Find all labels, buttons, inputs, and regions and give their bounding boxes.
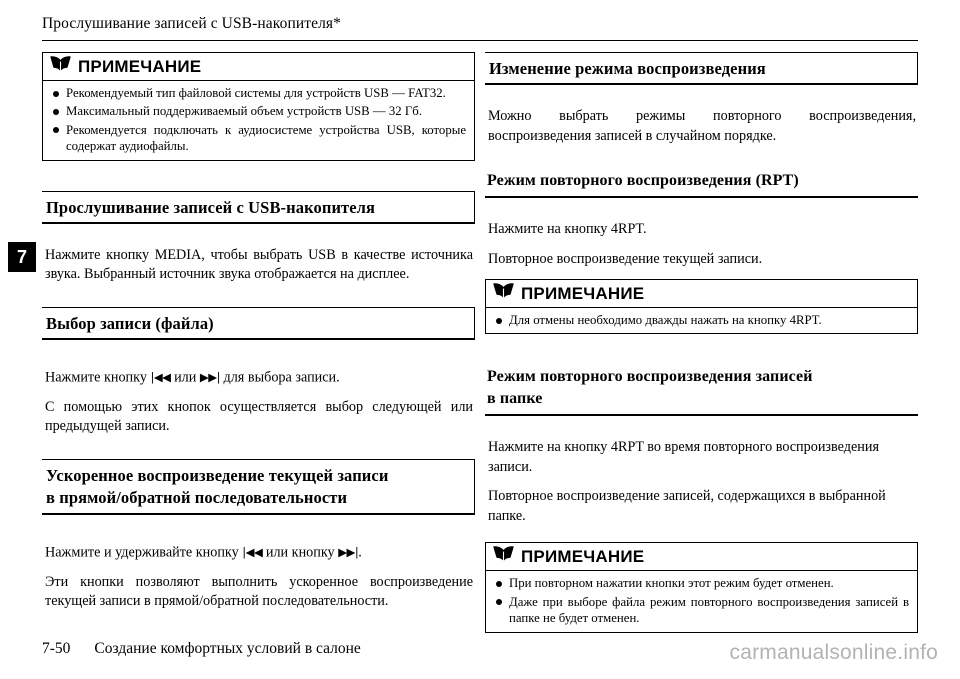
section-heading-usb-playback: Прослушивание записей с USB-накопителя	[42, 190, 475, 224]
spacer	[42, 437, 475, 459]
paragraph-select-track-press: Нажмите кнопку |◀◀ или ▶▶| для выбора за…	[42, 368, 475, 388]
text-after-next-glyph: .	[358, 544, 362, 561]
note-box-repeat-folder: ПРИМЕЧАНИЕ При повторном нажатии кнопки …	[485, 542, 918, 633]
section-heading-change-play-mode: Изменение режима воспроизведения	[485, 52, 918, 85]
text-before-prev-glyph: Нажмите и удерживайте кнопку	[45, 544, 243, 561]
spacer	[42, 521, 475, 543]
paragraph-fast-forward-press: Нажмите и удерживайте кнопку |◀◀ или кно…	[42, 543, 475, 563]
spacer	[485, 422, 918, 438]
subsection-heading-line-2: в папке	[487, 390, 543, 408]
paragraph-repeat-press: Нажмите на кнопку 4RPT.	[488, 221, 647, 237]
note-list: Для отмены необходимо дважды нажать на к…	[494, 312, 909, 328]
spacer	[42, 563, 475, 573]
track-next-icon: ▶▶|	[338, 544, 359, 559]
paragraph-repeat-folder-explain: Повторное воспроизведение записей, содер…	[488, 488, 886, 524]
note-list-item: Рекомендуемый тип файловой системы для у…	[51, 85, 466, 101]
paragraph-usb-playback: Нажмите кнопку MEDIA, чтобы выбрать USB …	[45, 246, 473, 283]
spacer	[485, 526, 918, 542]
note-header: ПРИМЕЧАНИЕ	[486, 543, 917, 572]
section-heading-line-1: Ускоренное воспроизведение текущей запис…	[46, 465, 389, 485]
paragraph-change-play-mode: Можно выбрать режимы повторного воспроиз…	[488, 108, 916, 144]
note-list-item: Даже при выборе файла режим повторного в…	[494, 594, 909, 627]
text-between-glyphs: или кнопку	[262, 544, 339, 561]
note-list: Рекомендуемый тип файловой системы для у…	[51, 85, 466, 155]
spacer	[42, 388, 475, 398]
note-list-item: При повторном нажатии кнопки этот режим …	[494, 575, 909, 591]
paragraph-repeat-explain: Повторное воспроизведение текущей записи…	[488, 250, 763, 267]
note-list-item: Максимальный поддерживаемый объем устрой…	[51, 103, 466, 119]
track-next-icon: ▶▶|	[199, 369, 221, 384]
spacer	[42, 230, 475, 246]
subsection-heading-repeat-folder: Режим повторного воспроизведения записей…	[485, 364, 918, 417]
section-heading-select-track: Выбор записи (файла)	[42, 306, 475, 340]
chapter-tab: 7	[8, 242, 36, 272]
subsection-heading-repeat-mode: Режим повторного воспроизведения (RPT)	[485, 168, 918, 198]
open-book-icon	[493, 546, 514, 567]
paragraph-select-track-explain: С помощью этих кнопок осуществляется выб…	[45, 398, 473, 435]
text-between-glyphs: или	[170, 369, 200, 386]
paragraph-fast-forward-explain: Эти кнопки позволяют выполнить ускоренно…	[45, 573, 473, 610]
note-list-item: Для отмены необходимо дважды нажать на к…	[494, 312, 909, 328]
note-box-usb-requirements: ПРИМЕЧАНИЕ Рекомендуемый тип файловой си…	[42, 52, 475, 161]
paragraph-repeat-folder-press: Нажмите на кнопку 4RPT во время повторно…	[488, 439, 879, 475]
track-prev-icon: |◀◀	[150, 369, 171, 384]
subsection-heading-line-1: Режим повторного воспроизведения записей	[487, 368, 813, 386]
open-book-icon	[493, 283, 514, 304]
spacer	[485, 477, 918, 487]
spacer	[485, 91, 918, 107]
spacer	[485, 204, 918, 220]
spacer	[485, 334, 918, 364]
note-header: ПРИМЕЧАНИЕ	[486, 280, 917, 308]
running-head: Прослушивание записей с USB-накопителя*	[42, 15, 342, 32]
note-body: Для отмены необходимо дважды нажать на к…	[486, 308, 917, 333]
spacer	[42, 161, 475, 191]
spacer	[42, 285, 475, 307]
spacer	[485, 240, 918, 250]
note-box-repeat-cancel: ПРИМЕЧАНИЕ Для отмены необходимо дважды …	[485, 279, 918, 335]
open-book-icon	[50, 56, 71, 77]
page-footer: 7-50 Создание комфортных условий в салон…	[42, 639, 361, 659]
note-title: ПРИМЕЧАНИЕ	[521, 546, 645, 566]
note-title: ПРИМЕЧАНИЕ	[521, 283, 645, 303]
note-list: При повторном нажатии кнопки этот режим …	[494, 575, 909, 626]
note-body: При повторном нажатии кнопки этот режим …	[486, 571, 917, 631]
left-column: ПРИМЕЧАНИЕ Рекомендуемый тип файловой си…	[42, 52, 475, 612]
note-header: ПРИМЕЧАНИЕ	[43, 53, 474, 81]
section-heading-line-2: в прямой/обратной последовательности	[46, 487, 348, 507]
note-title: ПРИМЕЧАНИЕ	[78, 56, 202, 76]
text-after-next-glyph: для выбора записи.	[219, 369, 340, 386]
right-column: Изменение режима воспроизведения Можно в…	[485, 52, 918, 633]
section-heading-fast-forward: Ускоренное воспроизведение текущей запис…	[42, 458, 475, 515]
running-head-rule	[42, 40, 918, 41]
spacer	[485, 269, 918, 279]
text-before-prev-glyph: Нажмите кнопку	[45, 369, 151, 386]
watermark: carmanualsonline.info	[729, 641, 938, 664]
note-list-item: Рекомендуется подключать к аудиосистеме …	[51, 122, 466, 155]
spacer	[485, 146, 918, 168]
spacer	[42, 346, 475, 368]
track-prev-icon: |◀◀	[242, 544, 263, 559]
footer-chapter-title: Создание комфортных условий в салоне	[94, 640, 361, 657]
page-number: 7-50	[42, 640, 71, 657]
note-body: Рекомендуемый тип файловой системы для у…	[43, 81, 474, 160]
